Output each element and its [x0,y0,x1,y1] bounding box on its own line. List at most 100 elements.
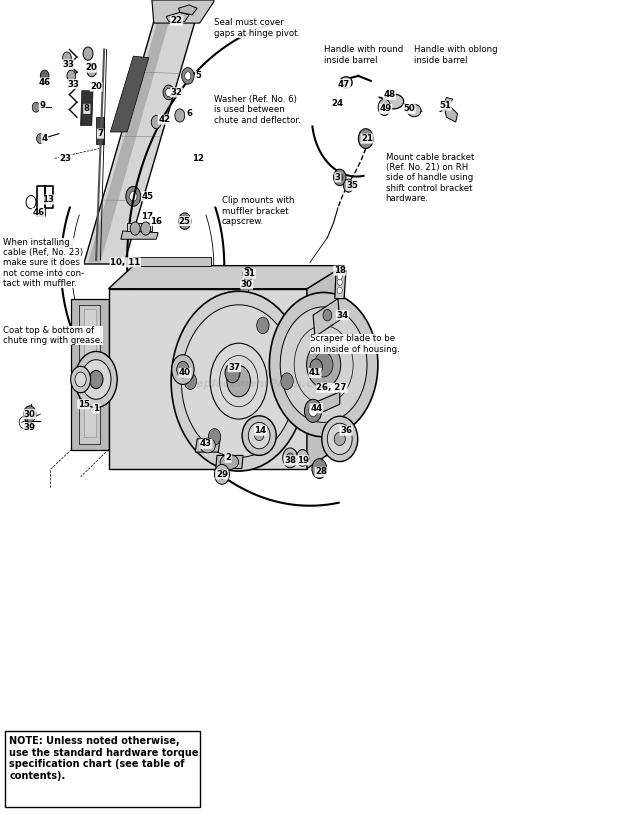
Ellipse shape [200,438,216,453]
Text: 15: 15 [78,400,90,408]
Text: 32: 32 [170,88,183,97]
Circle shape [130,191,137,201]
Text: 1: 1 [93,404,99,412]
Text: 24: 24 [332,99,344,107]
Circle shape [283,448,298,468]
Circle shape [334,169,346,186]
Text: 2: 2 [225,454,231,462]
Ellipse shape [182,304,296,457]
Polygon shape [166,12,189,21]
Polygon shape [179,5,197,15]
Polygon shape [79,305,100,444]
Polygon shape [195,439,220,452]
Ellipse shape [81,360,111,399]
Text: 26, 27: 26, 27 [316,384,347,392]
Ellipse shape [71,366,91,393]
Text: 36: 36 [340,427,352,435]
Text: 14: 14 [254,427,267,435]
Text: 47: 47 [338,80,350,88]
Circle shape [257,317,269,333]
Circle shape [337,287,342,294]
Circle shape [215,464,229,484]
Text: 12: 12 [192,154,205,163]
Ellipse shape [89,370,103,389]
Circle shape [208,429,221,446]
Text: 49: 49 [379,105,392,113]
Text: 42: 42 [158,116,170,124]
Circle shape [286,453,294,463]
Polygon shape [96,117,104,144]
Text: 25: 25 [179,217,191,225]
Text: 34: 34 [336,311,348,319]
Polygon shape [313,299,340,337]
Circle shape [185,72,191,80]
Ellipse shape [407,104,421,117]
Circle shape [163,85,174,100]
Circle shape [243,267,253,280]
Text: Handle with round
inside barrel: Handle with round inside barrel [324,45,403,65]
Circle shape [244,277,252,287]
Text: 43: 43 [200,440,212,448]
Polygon shape [307,392,340,419]
Circle shape [166,88,172,97]
Text: 28: 28 [315,468,327,476]
Circle shape [218,469,226,479]
Text: 22: 22 [170,16,183,25]
Ellipse shape [340,77,352,88]
Text: 20: 20 [90,82,102,91]
Ellipse shape [220,455,239,469]
Circle shape [67,70,76,82]
Text: 16: 16 [150,217,162,225]
Ellipse shape [322,416,358,462]
Circle shape [358,129,373,148]
Polygon shape [133,257,211,266]
Polygon shape [127,223,152,231]
Circle shape [184,373,197,389]
Text: 13: 13 [42,196,55,204]
Ellipse shape [254,431,264,441]
Text: Handle with oblong
inside barrel: Handle with oblong inside barrel [414,45,498,65]
Polygon shape [71,299,108,450]
Text: 20: 20 [86,64,98,72]
Circle shape [151,116,161,129]
Ellipse shape [314,352,333,377]
Text: 48: 48 [383,91,396,99]
Text: 45: 45 [141,192,154,200]
Text: Coat top & bottom of
chute ring with grease.: Coat top & bottom of chute ring with gre… [3,326,103,346]
Circle shape [225,363,240,383]
Text: 44: 44 [310,404,322,412]
Text: 3: 3 [335,173,341,182]
Polygon shape [335,271,346,299]
Text: 17: 17 [141,212,154,220]
Ellipse shape [334,432,345,446]
Ellipse shape [306,342,341,387]
Text: 46: 46 [38,78,51,87]
Ellipse shape [242,416,277,455]
Polygon shape [443,97,453,107]
Text: Clip mounts with
muffler bracket
capscrew.: Clip mounts with muffler bracket capscre… [222,196,294,226]
Polygon shape [445,106,458,122]
Text: 30: 30 [24,410,36,418]
Circle shape [179,213,191,229]
Circle shape [177,361,189,378]
Text: 51: 51 [439,101,451,110]
Text: Seal must cover
gaps at hinge pivot.: Seal must cover gaps at hinge pivot. [214,18,300,38]
Text: 46: 46 [32,209,45,217]
Ellipse shape [280,307,367,422]
Circle shape [24,406,36,422]
Ellipse shape [269,292,378,437]
Circle shape [87,64,97,77]
Circle shape [310,359,322,375]
Circle shape [83,47,93,60]
Circle shape [172,355,194,384]
Circle shape [337,273,342,280]
Circle shape [309,405,317,417]
Circle shape [337,173,343,182]
Text: 39: 39 [24,423,36,431]
Circle shape [323,309,332,321]
Text: 8: 8 [84,105,90,113]
Polygon shape [81,91,93,125]
Text: 18: 18 [334,266,346,275]
Circle shape [281,373,293,389]
Text: 10, 11: 10, 11 [110,258,140,266]
